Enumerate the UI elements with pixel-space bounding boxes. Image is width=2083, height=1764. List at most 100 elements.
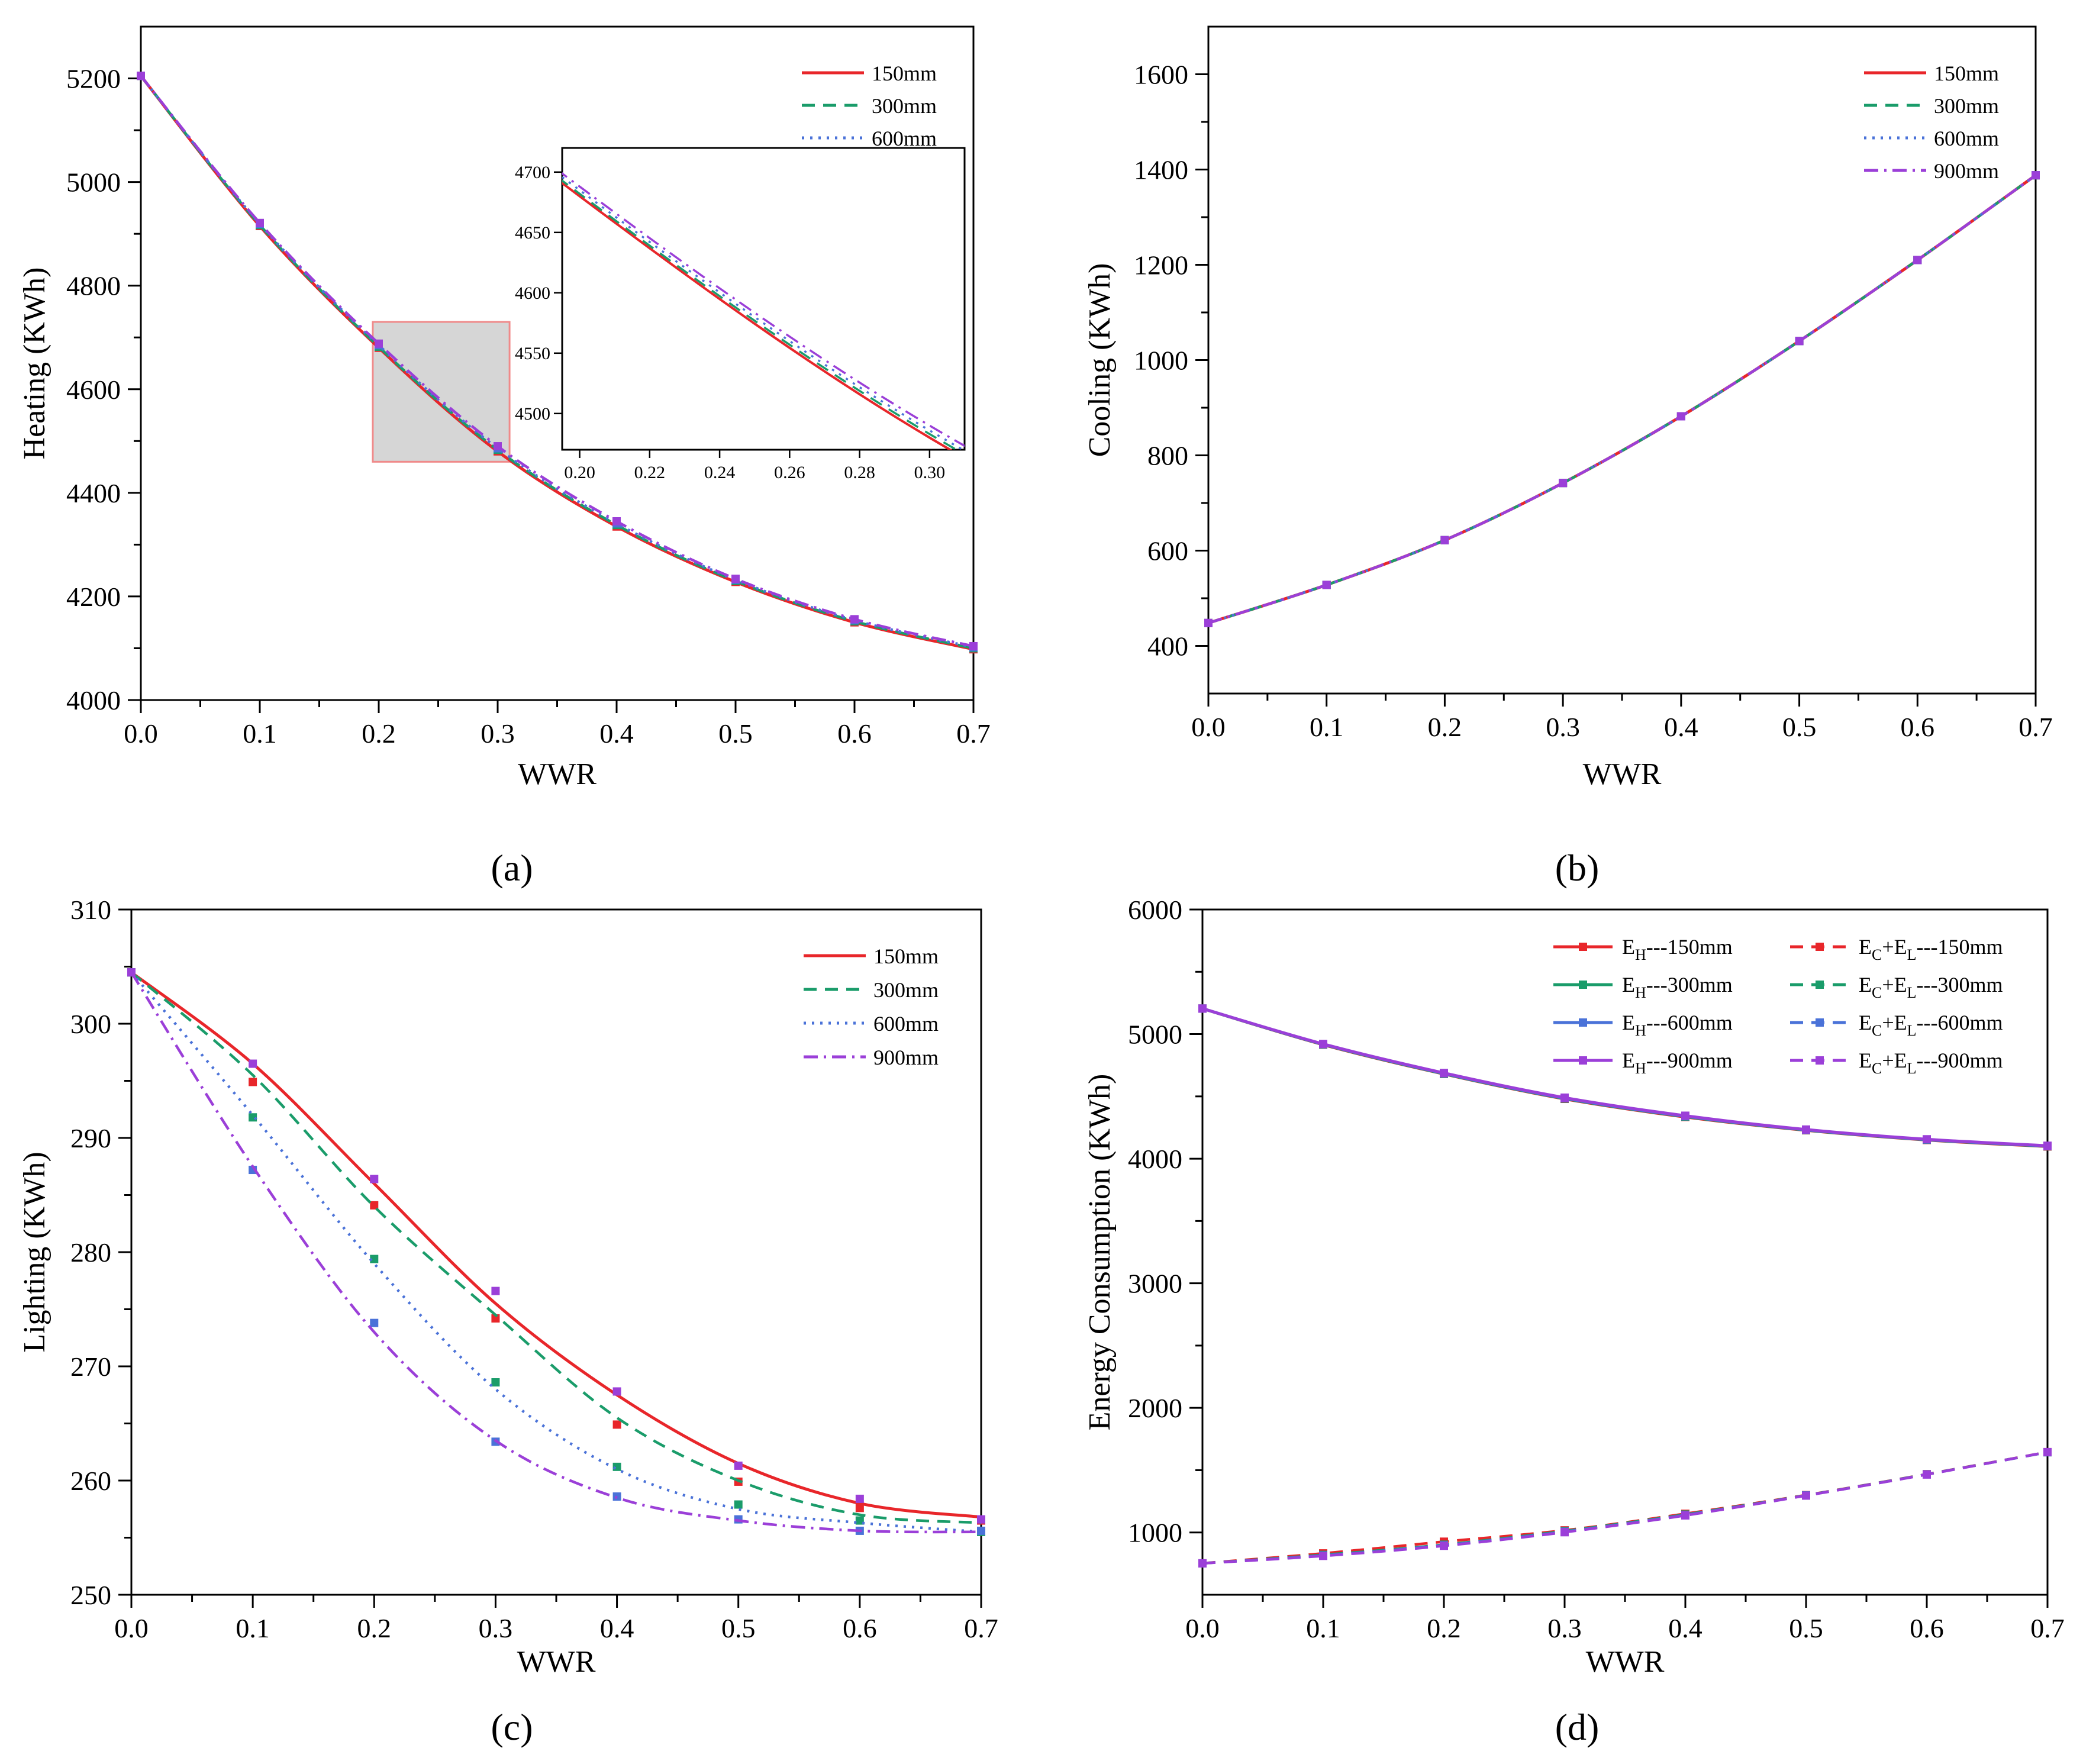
panel-lighting: 0.0 0.1 0.2 0.3 0.4 0.5 0.6 0.7 250 260 270 280 290 3…: [18, 895, 998, 1679]
x-tick-label: 0.2: [362, 718, 396, 749]
legend-label-150mm: 150mm: [873, 944, 939, 968]
inset-x-tick-label: 0.30: [914, 463, 946, 482]
legend-label-EH---150mm: EH---150mm: [1622, 935, 1733, 963]
y-tick-label: 5200: [66, 64, 121, 94]
data-point-EC+EL---900mm: [1681, 1511, 1689, 1520]
y-tick-label: 6000: [1128, 895, 1182, 925]
panel-energy-consumption: 0.0 0.1 0.2 0.3 0.4 0.5 0.6 0.7 1000 2000 3000 4000…: [1083, 895, 2065, 1679]
data-point-EH---900mm: [1681, 1111, 1689, 1120]
x-tick-label: 0.0: [1185, 1613, 1220, 1643]
zoom-region: [372, 321, 511, 463]
data-point-300mm: [370, 1255, 379, 1263]
x-tick-label: 0.3: [1547, 1613, 1582, 1643]
data-point-900mm: [731, 575, 740, 583]
x-tick-label: 0.1: [243, 718, 277, 749]
x-tick-label: 0.7: [2018, 712, 2053, 742]
data-point-900mm: [127, 968, 136, 977]
legend-label-150mm: 150mm: [872, 62, 937, 85]
y-tick-label: 5000: [1128, 1020, 1182, 1050]
y-axis-title: Lighting (KWh): [18, 1152, 51, 1352]
series-line-EC+EL---900mm: [1202, 1450, 2048, 1565]
inset-y-tick-label: 4600: [515, 283, 550, 303]
x-axis-title: WWR: [517, 1645, 596, 1679]
legend-label-EH---300mm: EH---300mm: [1622, 973, 1733, 1001]
x-axis-title: WWR: [1583, 757, 1662, 791]
legend-label-600mm: 600mm: [1934, 127, 1999, 150]
y-tick-label: 250: [70, 1580, 111, 1610]
data-point-EC+EL---900mm: [1923, 1470, 1931, 1479]
series-line-EH---900mm: [1202, 1007, 2048, 1147]
y-tick-label: 4200: [66, 582, 121, 612]
caption-c: (c): [491, 1706, 533, 1748]
series-line-EC+EL---600mm: [1202, 1450, 2048, 1565]
legend-label-part: +E: [1882, 973, 1907, 997]
x-tick-label: 0.5: [721, 1613, 756, 1643]
legend-label-300mm: 300mm: [872, 94, 937, 118]
data-point-900mm: [137, 72, 145, 80]
y-tick-label: 400: [1147, 631, 1188, 662]
plot-frame: [1207, 25, 2037, 695]
inset-y-tick-label: 4550: [515, 344, 550, 363]
data-point-900mm: [370, 1175, 379, 1183]
legend-label-600mm: 600mm: [873, 1012, 939, 1036]
x-tick-label: 0.0: [114, 1613, 149, 1643]
legend-label-subscript: L: [1907, 1022, 1917, 1039]
data-point-900mm: [734, 1461, 743, 1470]
legend-marker-EC+EL---150mm: [1816, 943, 1824, 951]
data-point-150mm: [612, 1420, 621, 1429]
legend-label-part: E: [1622, 1011, 1635, 1034]
data-point-900mm: [256, 218, 264, 227]
y-tick-label: 1000: [1128, 1518, 1182, 1548]
legend-marker-EC+EL---900mm: [1816, 1056, 1824, 1065]
y-tick-label: 600: [1147, 536, 1188, 566]
y-tick-label: 1200: [1134, 250, 1188, 280]
x-tick-label: 0.2: [1428, 712, 1462, 742]
data-point-900mm: [375, 339, 383, 348]
legend-label-subscript: H: [1635, 1022, 1646, 1039]
legend-label-part: E: [1622, 1049, 1635, 1072]
legend-label-part: E: [1859, 1049, 1872, 1072]
x-tick-label: 0.4: [600, 1613, 634, 1643]
series-line-600mm: [130, 971, 982, 1534]
legend-label-part: E: [1859, 935, 1872, 959]
legend-label-900mm: 900mm: [1934, 159, 1999, 183]
data-point-EC+EL---900mm: [2043, 1447, 2052, 1456]
x-tick-label: 0.4: [1664, 712, 1698, 742]
x-tick-label: 0.7: [956, 718, 991, 749]
legend-label-subscript: L: [1907, 984, 1917, 1001]
data-point-900mm: [1204, 618, 1213, 627]
x-tick-label: 0.3: [479, 1613, 513, 1643]
series-line-150mm: [1208, 174, 2037, 625]
data-point-900mm: [249, 1059, 257, 1068]
legend-label-part: ---150mm: [1646, 935, 1733, 959]
x-axis-title: WWR: [1586, 1645, 1665, 1679]
inset-y-tick-label: 4650: [515, 223, 550, 243]
inset-x-tick-label: 0.26: [774, 463, 805, 482]
data-point-900mm: [977, 1515, 985, 1524]
plot-frame: [130, 908, 982, 1596]
data-point-900mm: [1559, 479, 1568, 488]
x-tick-label: 0.0: [124, 718, 158, 749]
y-tick-label: 1400: [1134, 155, 1188, 185]
legend-label-part: ---150mm: [1917, 935, 2003, 959]
inset-series-line-600mm: [562, 176, 965, 450]
legend-label-part: ---300mm: [1917, 973, 2003, 997]
data-point-900mm: [491, 1286, 500, 1295]
legend-label-EC+EL---600mm: EC+EL---600mm: [1859, 1011, 2003, 1039]
y-tick-label: 310: [70, 895, 111, 925]
x-tick-label: 0.4: [599, 718, 634, 749]
data-point-EC+EL---900mm: [1440, 1542, 1448, 1550]
data-point-900mm: [969, 641, 978, 650]
inset-x-tick-label: 0.24: [704, 463, 736, 482]
panel-cooling: 0.0 0.1 0.2 0.3 0.4 0.5 0.6 0.7 400 600 800 1000 120…: [1083, 25, 2053, 791]
data-point-900mm: [1913, 256, 1922, 265]
x-tick-label: 0.5: [1782, 712, 1817, 742]
x-tick-label: 0.1: [1306, 1613, 1340, 1643]
x-tick-label: 0.3: [481, 718, 515, 749]
y-tick-label: 800: [1147, 441, 1188, 471]
caption-b: (b): [1555, 847, 1600, 889]
inset-frame: [561, 147, 966, 451]
data-point-900mm: [1795, 337, 1804, 346]
data-point-EC+EL---900mm: [1319, 1552, 1327, 1560]
y-tick-label: 260: [70, 1466, 111, 1496]
